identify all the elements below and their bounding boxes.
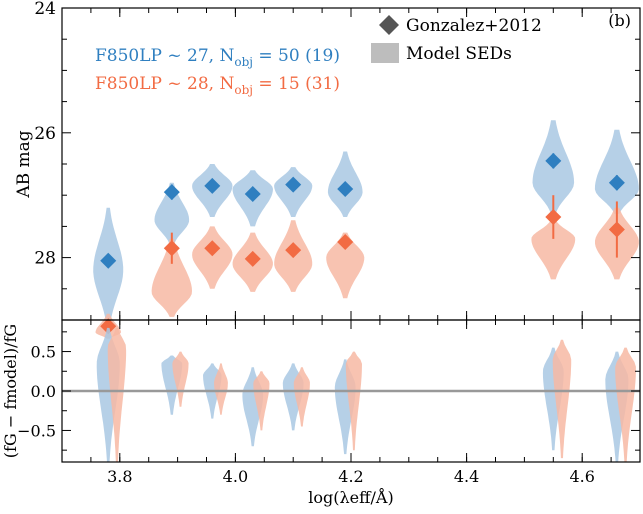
data-point-orange-0 — [100, 318, 117, 335]
residual-violin-orange-0 — [107, 327, 127, 462]
data-point-blue-6 — [545, 152, 562, 169]
bottom-plot-frame — [61, 319, 641, 463]
data-point-orange-7 — [608, 221, 625, 238]
legend-diamond-marker — [379, 15, 399, 35]
top-ytick-label-1: 26 — [34, 124, 56, 144]
data-point-blue-0 — [100, 252, 117, 269]
data-point-blue-5 — [337, 180, 354, 197]
xtick-label-3: 4.4 — [454, 467, 479, 486]
series-label-blue: F850LP ~ 27, Nobj = 50 (19) — [95, 46, 340, 69]
legend-label-model: Model SEDs — [406, 44, 512, 64]
xtick-label-2: 4.2 — [338, 467, 363, 486]
residual-violin-orange-2 — [214, 363, 228, 415]
bottom-y-axis-label: (fG − fmodel)/fG — [1, 324, 20, 458]
model-violin-orange-1 — [151, 238, 192, 317]
data-point-orange-6 — [545, 209, 562, 226]
data-point-orange-3 — [244, 250, 261, 267]
data-point-orange-4 — [285, 242, 302, 259]
model-violin-orange-6 — [531, 220, 576, 280]
residual-violin-orange-3 — [253, 371, 270, 431]
data-point-orange-5 — [337, 234, 354, 250]
residual-violin-orange-7 — [615, 347, 636, 462]
top-panel: 24 26 28 AB mag (b) F850LP ~ 27, Nobj = 50… — [14, 0, 641, 339]
xtick-label-1: 4.0 — [223, 467, 248, 486]
model-violin-orange-5 — [326, 232, 365, 299]
bottom-residual-violins — [96, 327, 636, 462]
bottom-axis-ticks: −0.5 0.0 0.5 3.8 4.0 4.2 4.4 4.6 — [17, 320, 641, 486]
bottom-ytick-label-2: 0.5 — [31, 343, 56, 362]
data-point-blue-7 — [608, 174, 625, 191]
model-violin-orange-2 — [192, 226, 233, 289]
top-data-points — [100, 152, 625, 335]
legend-label-gonzalez: Gonzalez+2012 — [406, 16, 542, 36]
bottom-ytick-label-0: −0.5 — [17, 421, 56, 440]
series-label-orange: F850LP ~ 28, Nobj = 15 (31) — [95, 74, 340, 97]
bottom-panel: −0.5 0.0 0.5 3.8 4.0 4.2 4.4 4.6 (fG − fmodel)/… — [1, 319, 641, 507]
top-ytick-label-2: 28 — [34, 249, 56, 269]
residual-violin-orange-5 — [345, 351, 362, 451]
top-ytick-label-0: 24 — [34, 0, 56, 19]
legend-model-patch — [371, 43, 399, 63]
data-point-orange-1 — [163, 240, 180, 257]
data-point-blue-2 — [204, 177, 221, 194]
x-axis-label: log(λeff/Å) — [308, 487, 393, 507]
legend: Gonzalez+2012 Model SEDs — [371, 15, 542, 64]
model-violin-blue-7 — [594, 129, 639, 214]
bottom-ytick-label-1: 0.0 — [31, 382, 56, 401]
residual-violin-orange-4 — [293, 367, 310, 427]
model-violin-blue-1 — [154, 182, 190, 246]
xtick-label-0: 3.8 — [107, 467, 132, 486]
data-point-orange-2 — [204, 240, 221, 257]
panel-label: (b) — [608, 11, 631, 30]
data-point-blue-3 — [244, 185, 261, 202]
data-point-blue-1 — [163, 184, 180, 201]
data-point-blue-4 — [285, 176, 302, 193]
residual-violin-orange-1 — [172, 351, 189, 407]
top-y-axis-label: AB mag — [14, 130, 34, 198]
top-model-violins — [93, 120, 639, 339]
xtick-label-4: 4.6 — [569, 467, 594, 486]
residual-violin-orange-6 — [552, 339, 572, 459]
